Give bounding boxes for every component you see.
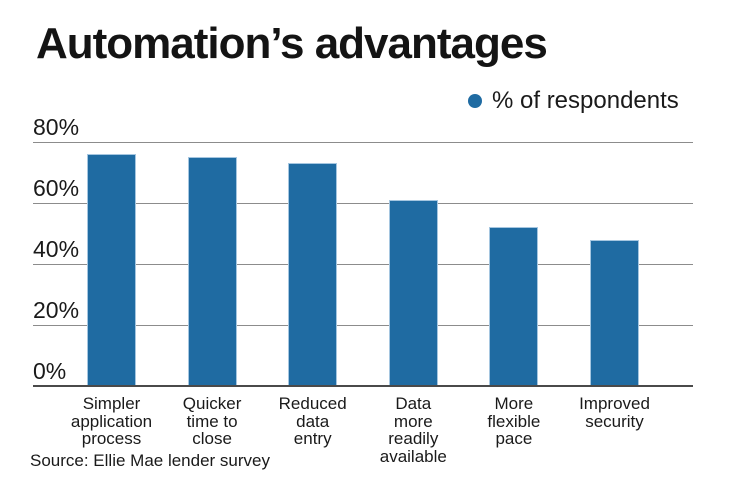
y-tick-label: 20% (33, 297, 80, 323)
x-axis-baseline (33, 385, 693, 387)
y-tick-label: 0% (33, 358, 67, 384)
legend-label: % of respondents (492, 87, 679, 114)
legend: % of respondents (468, 87, 679, 115)
source-note: Source: Ellie Mae lender survey (30, 451, 271, 470)
y-gridline (33, 142, 693, 143)
y-tick-label: 60% (33, 175, 80, 201)
plot-area: 0% 20% 40% 60% 80% Simpler application proces… (33, 114, 693, 465)
y-gridline (33, 325, 693, 326)
chart-title: Automation’s advantages (36, 19, 548, 68)
y-tick-label: 80% (33, 114, 80, 140)
y-tick-label: 40% (33, 236, 80, 262)
x-category-label: Reduced data entry (278, 394, 347, 448)
y-gridline (33, 203, 693, 204)
bar-2 (187, 157, 237, 386)
bar-3 (288, 163, 338, 386)
y-gridline (33, 264, 693, 265)
x-category-label: Simpler application process (70, 394, 153, 448)
x-category-label: Data more readily available (379, 394, 447, 466)
bar-6 (590, 239, 639, 386)
x-category-label: Improved security (579, 394, 650, 431)
x-category-label: Quicker time to close (182, 394, 242, 448)
x-category-label: More flexible pace (487, 394, 541, 448)
legend-dot-icon (468, 94, 482, 108)
bar-4 (388, 199, 438, 386)
bar-5 (489, 227, 539, 386)
bar-1 (87, 154, 136, 386)
